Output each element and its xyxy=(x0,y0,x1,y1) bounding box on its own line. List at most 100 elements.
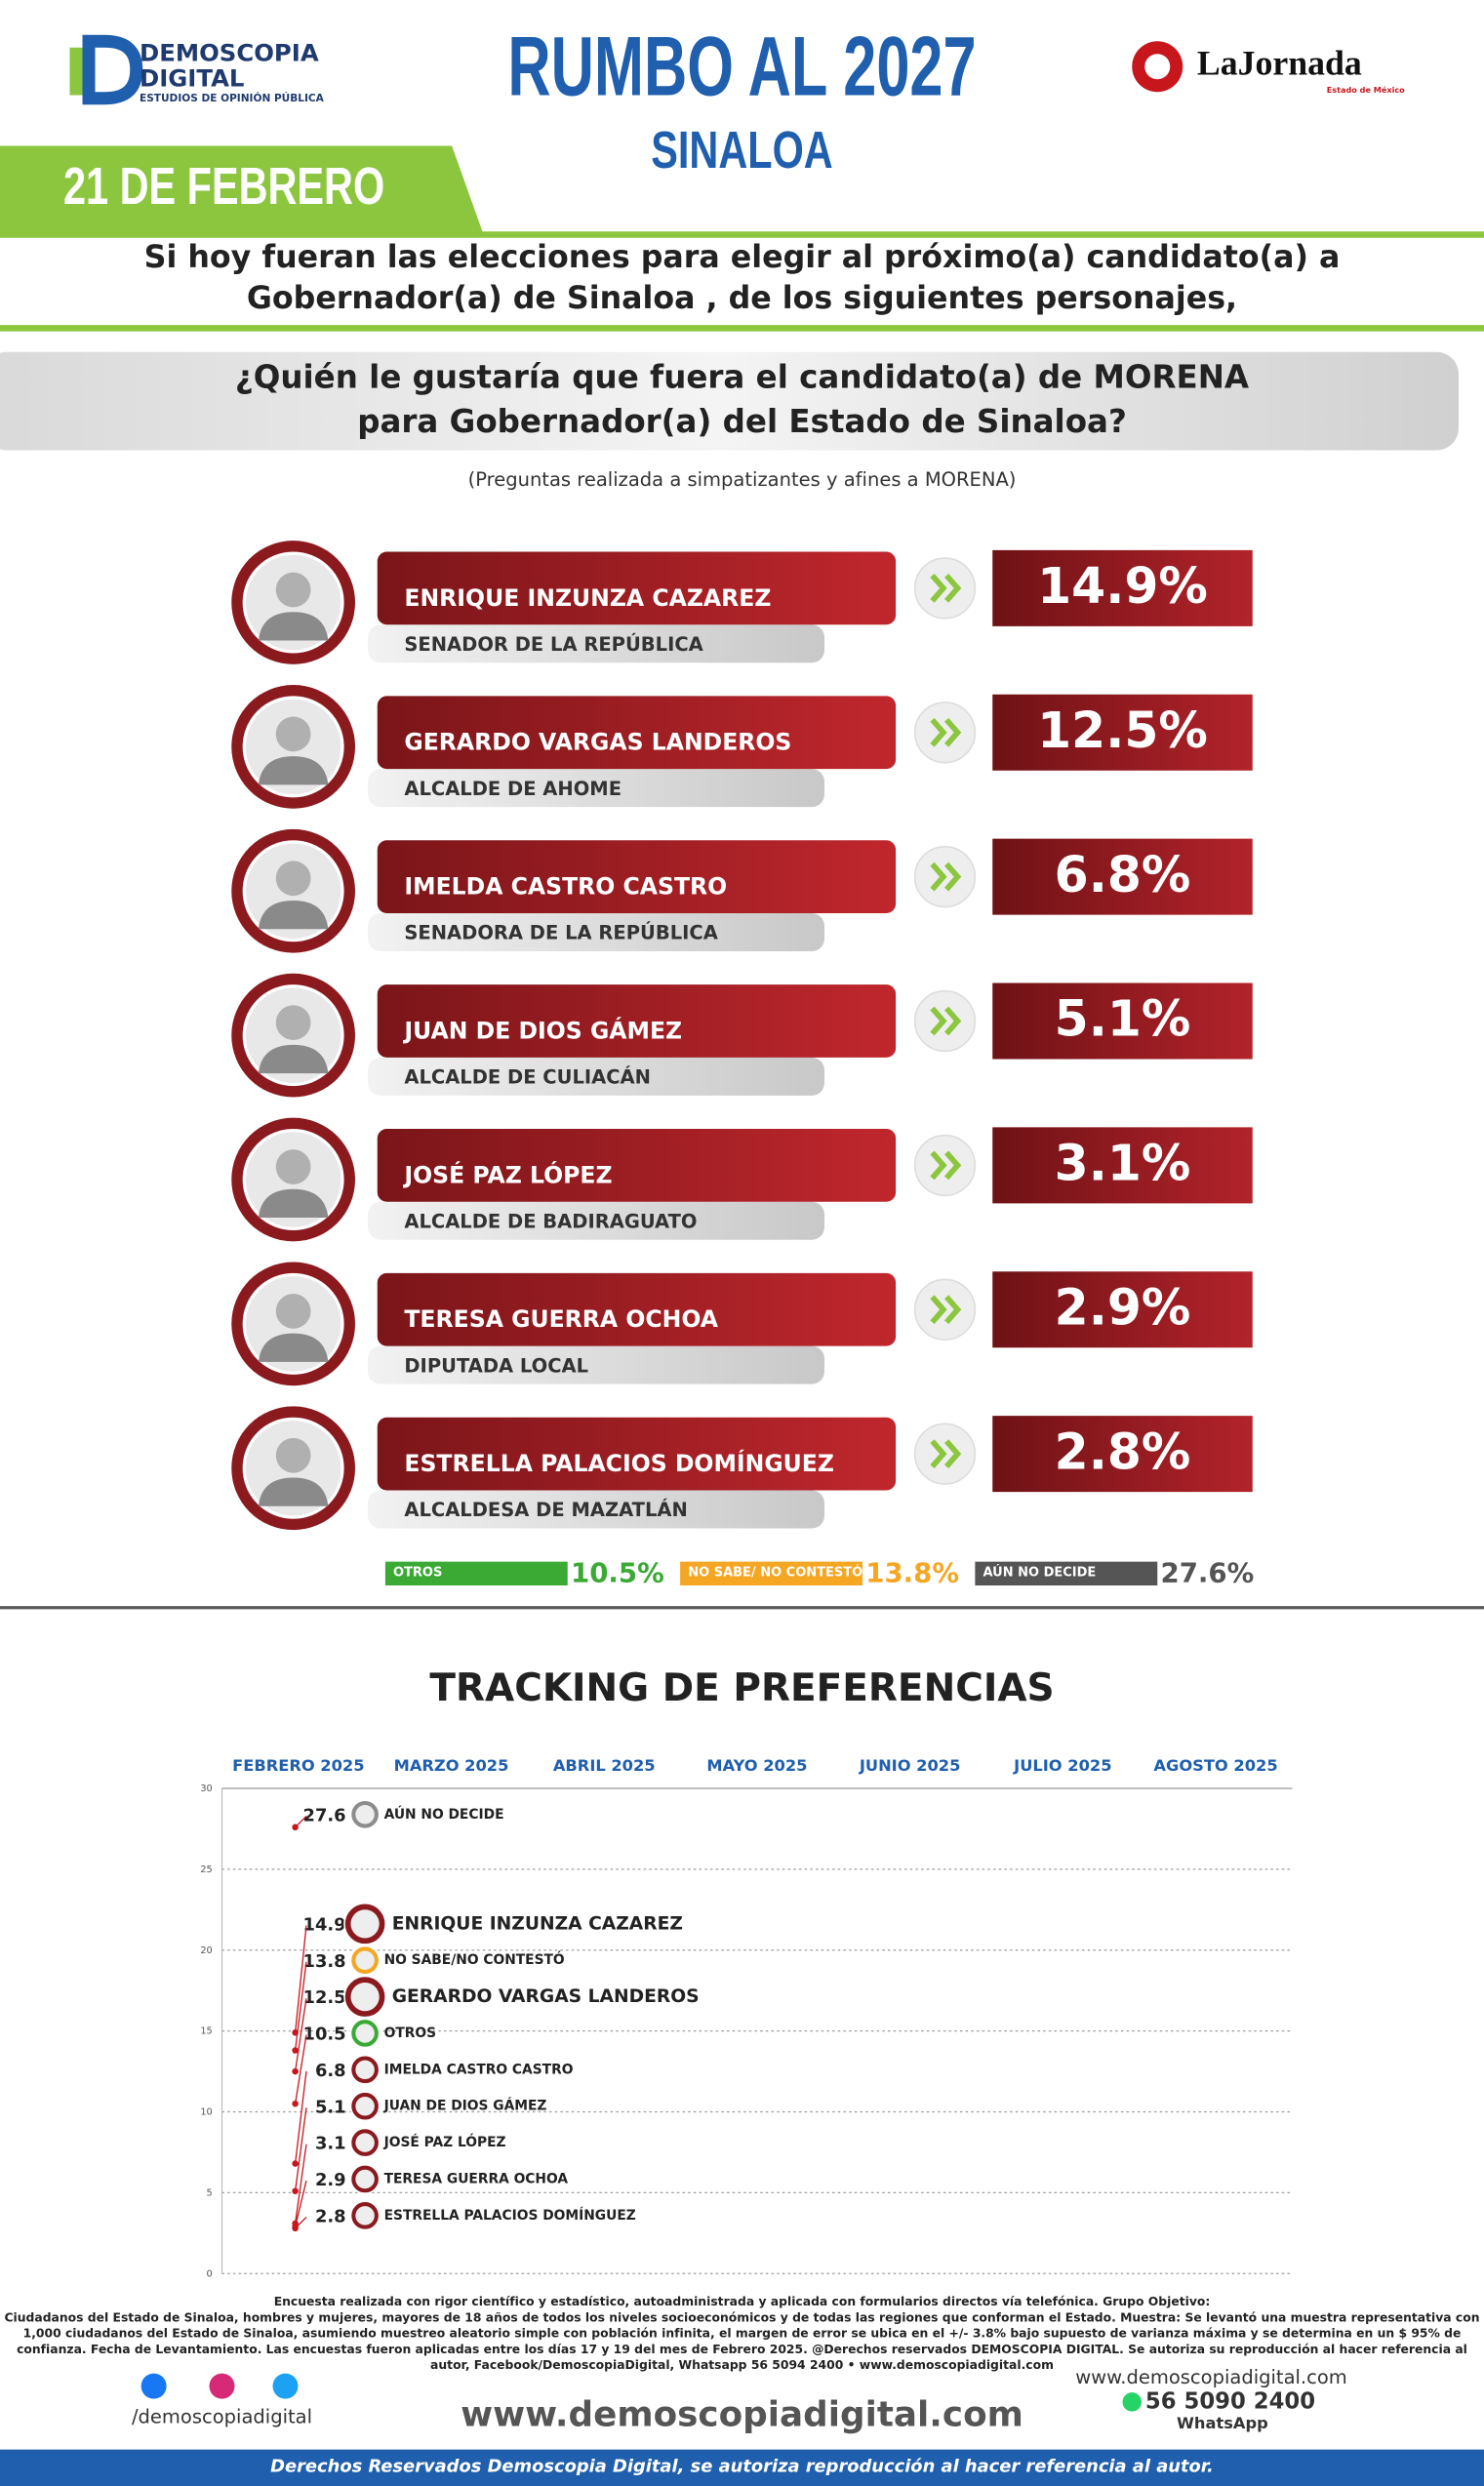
legend-label: ESTRELLA PALACIOS DOMÍNGUEZ xyxy=(384,2207,636,2224)
note: (Preguntas realizada a simpatizantes y a… xyxy=(468,468,1017,491)
footer-bar xyxy=(0,2449,1484,2486)
candidate-role: ALCALDE DE AHOME xyxy=(404,778,622,800)
role-bar xyxy=(368,769,824,808)
divider xyxy=(0,1606,1484,1610)
photo-body xyxy=(258,612,329,641)
photo-head xyxy=(275,572,311,608)
value-label: 6.8 xyxy=(315,2061,346,2081)
divider xyxy=(0,325,1484,332)
candidate-result: 2.9% xyxy=(1055,1278,1191,1336)
candidate-result: 12.5% xyxy=(1037,702,1208,759)
name-bar xyxy=(377,551,897,625)
candidate-result: 3.1% xyxy=(1055,1135,1191,1192)
legend-icon-inner xyxy=(355,2060,375,2080)
whatsapp-label: WhatsApp xyxy=(1177,2414,1268,2432)
value-label: 13.8 xyxy=(303,1951,346,1972)
partner-name: LaJornada xyxy=(1197,43,1362,82)
name-bar xyxy=(377,984,897,1058)
legend-icon-inner xyxy=(355,2169,375,2189)
role-bar xyxy=(368,1345,824,1384)
title: RUMBO AL 2027 xyxy=(507,19,976,113)
chevron xyxy=(930,1295,962,1325)
candidate-role: ALCALDESA DE MAZATLÁN xyxy=(404,1499,687,1521)
leader xyxy=(294,2107,307,2191)
method-text: confianza. Fecha de Levantamiento. Las e… xyxy=(17,2343,1467,2356)
candidate-result: 2.8% xyxy=(1055,1423,1191,1480)
role-bar xyxy=(368,624,824,663)
y-tick-label: 15 xyxy=(200,2026,212,2037)
role-bar xyxy=(368,1057,824,1096)
candidate-name: ESTRELLA PALACIOS DOMÍNGUEZ xyxy=(404,1450,834,1477)
role-bar xyxy=(368,913,824,951)
summary-bar xyxy=(384,1561,568,1585)
legend-icon-inner xyxy=(355,2133,375,2152)
social-icon xyxy=(209,2373,235,2399)
y-tick-label: 10 xyxy=(200,2107,212,2118)
method-text: Encuesta realizada con rigor científico … xyxy=(274,2295,1211,2308)
website-small: www.demoscopiadigital.com xyxy=(1075,2366,1347,2388)
candidate-name: GERARDO VARGAS LANDEROS xyxy=(404,729,791,756)
photo-head xyxy=(275,1005,311,1040)
value-label: 5.1 xyxy=(315,2097,346,2117)
x-tick-label: MAYO 2025 xyxy=(706,1756,807,1775)
x-tick-label: MARZO 2025 xyxy=(394,1756,509,1775)
y-tick-label: 25 xyxy=(200,1864,212,1875)
photo-head xyxy=(275,1149,311,1184)
photo-head xyxy=(275,716,311,752)
chevron xyxy=(930,1439,962,1468)
method-text: autor, Facebook/DemoscopiaDigital, Whats… xyxy=(430,2358,1054,2372)
value-label: 10.5 xyxy=(303,2025,346,2045)
method-text: Ciudadanos del Estado de Sinaloa, hombre… xyxy=(4,2310,1479,2324)
date: 21 DE FEBRERO xyxy=(63,158,384,216)
summary-label: AÚN NO DECIDE xyxy=(983,1565,1097,1581)
intro-text: Si hoy fueran las elecciones para elegir… xyxy=(144,240,1341,275)
legend-label: GERARDO VARGAS LANDEROS xyxy=(392,1986,700,2007)
leader xyxy=(294,1925,307,2033)
website: www.demoscopiadigital.com xyxy=(461,2395,1023,2435)
leader xyxy=(294,2144,307,2224)
logo-text: ESTUDIOS DE OPINIÓN PÚBLICA xyxy=(140,92,325,104)
result-box xyxy=(992,694,1253,771)
candidate-role: SENADORA DE LA REPÚBLICA xyxy=(404,921,717,944)
logo-mark xyxy=(82,34,143,105)
x-tick-label: FEBRERO 2025 xyxy=(232,1756,364,1775)
partner-note: Estado de México xyxy=(1327,85,1405,95)
candidate-name: JUAN DE DIOS GÁMEZ xyxy=(402,1017,682,1044)
leader xyxy=(295,2217,307,2229)
candidate-role: DIPUTADA LOCAL xyxy=(404,1354,588,1377)
candidate-role: SENADOR DE LA REPÚBLICA xyxy=(404,632,702,656)
legend-icon-inner xyxy=(355,1950,375,1970)
summary-label: OTROS xyxy=(393,1566,442,1581)
name-bar xyxy=(377,696,897,770)
summary-bar xyxy=(975,1561,1158,1585)
legend-label: OTROS xyxy=(384,2025,436,2041)
chevron xyxy=(930,1150,962,1181)
leader xyxy=(294,2070,307,2164)
logo-text: DIGITAL xyxy=(140,63,244,92)
logo-mark xyxy=(69,47,86,96)
result-box xyxy=(992,1127,1253,1204)
name-bar xyxy=(377,1129,897,1202)
point xyxy=(292,2100,299,2107)
role-bar xyxy=(368,1490,824,1529)
question-text: para Gobernador(a) del Estado de Sinaloa… xyxy=(357,403,1127,440)
photo-head xyxy=(275,1437,311,1473)
name-bar xyxy=(377,1417,897,1491)
candidate-result: 6.8% xyxy=(1055,846,1191,903)
leader xyxy=(294,1961,307,2051)
legend-label: JUAN DE DIOS GÁMEZ xyxy=(383,2098,547,2114)
photo-body xyxy=(258,1188,329,1218)
y-tick-label: 20 xyxy=(200,1945,212,1956)
leader xyxy=(295,1815,307,1828)
result-box xyxy=(992,1416,1253,1493)
social-handle: /demoscopiadigital xyxy=(132,2406,312,2428)
photo-body xyxy=(258,1477,329,1506)
social-icon xyxy=(140,2373,167,2399)
y-tick-label: 5 xyxy=(207,2187,213,2198)
candidate-result: 14.9% xyxy=(1037,557,1208,615)
value-label: 3.1 xyxy=(315,2134,346,2154)
candidate-role: ALCALDE DE BADIRAGUATO xyxy=(404,1210,697,1232)
legend-label: NO SABE/NO CONTESTÓ xyxy=(384,1950,565,1968)
value-label: 14.9 xyxy=(303,1914,346,1935)
chevron xyxy=(930,717,962,747)
